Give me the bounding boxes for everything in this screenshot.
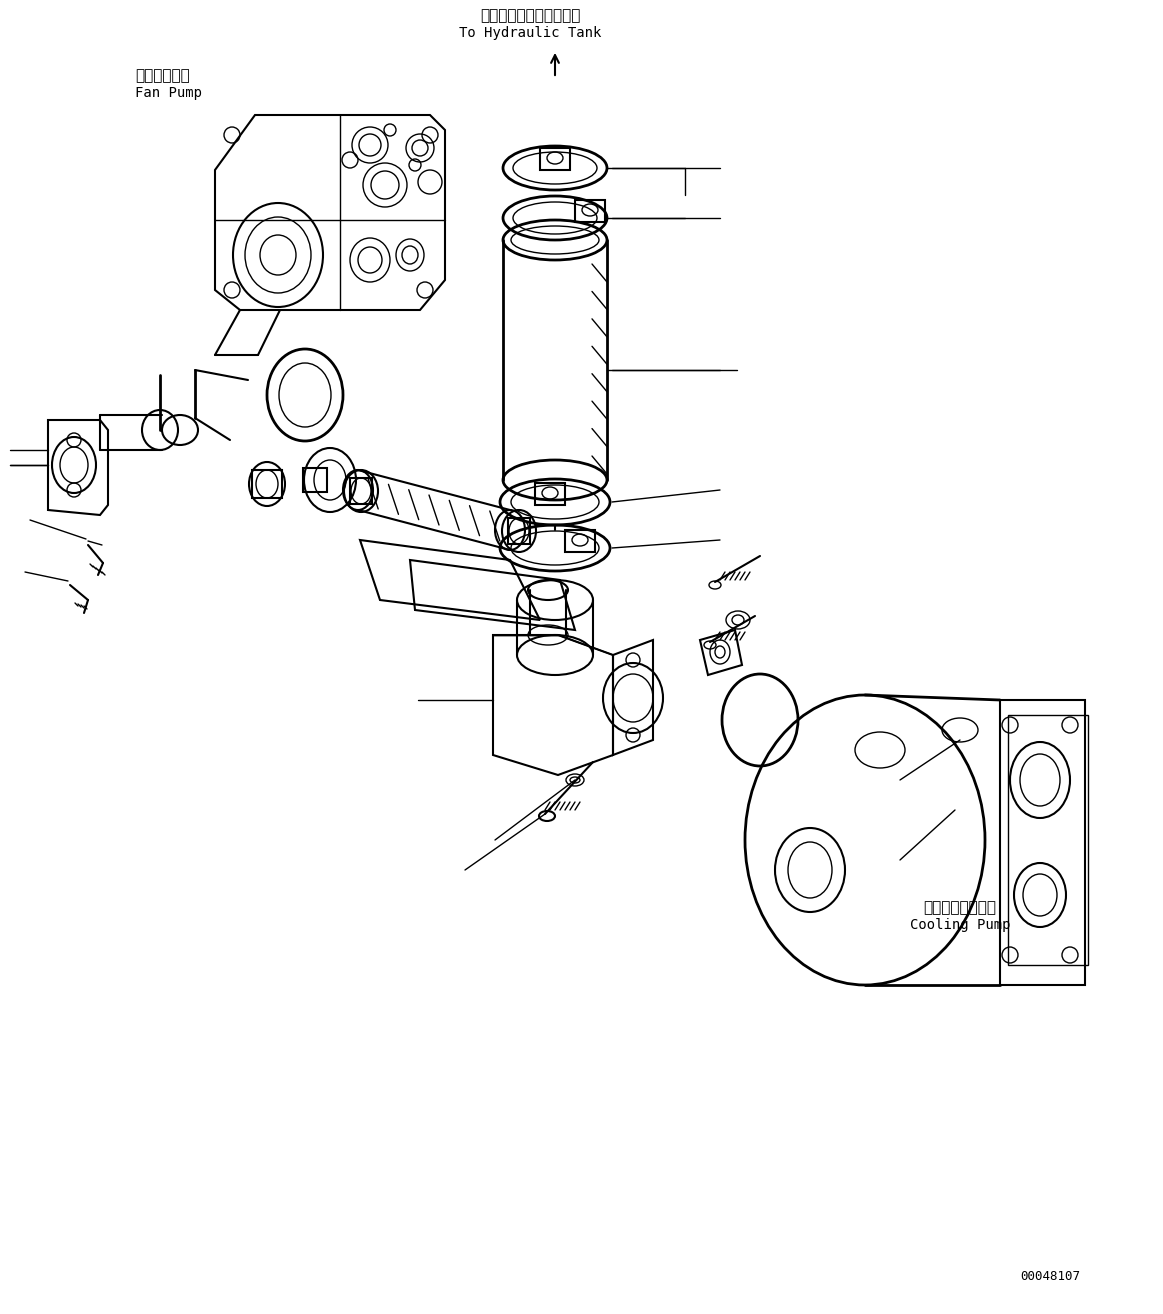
Text: Cooling Pump: Cooling Pump <box>909 918 1011 932</box>
Bar <box>1008 715 1089 964</box>
Bar <box>540 148 570 170</box>
Text: Fan Pump: Fan Pump <box>135 85 202 100</box>
Text: 00048107: 00048107 <box>1020 1271 1080 1282</box>
Bar <box>575 200 605 222</box>
Bar <box>508 518 530 544</box>
Bar <box>565 530 595 552</box>
Bar <box>304 468 327 491</box>
Bar <box>252 470 281 498</box>
Text: ハイドロリックタンクへ: ハイドロリックタンクへ <box>480 8 580 24</box>
Text: To Hydraulic Tank: To Hydraulic Tank <box>459 26 601 39</box>
Text: ファンポンプ: ファンポンプ <box>135 68 190 83</box>
Text: クーリングポンプ: クーリングポンプ <box>923 900 997 915</box>
Bar <box>535 484 565 505</box>
Bar <box>350 478 372 505</box>
